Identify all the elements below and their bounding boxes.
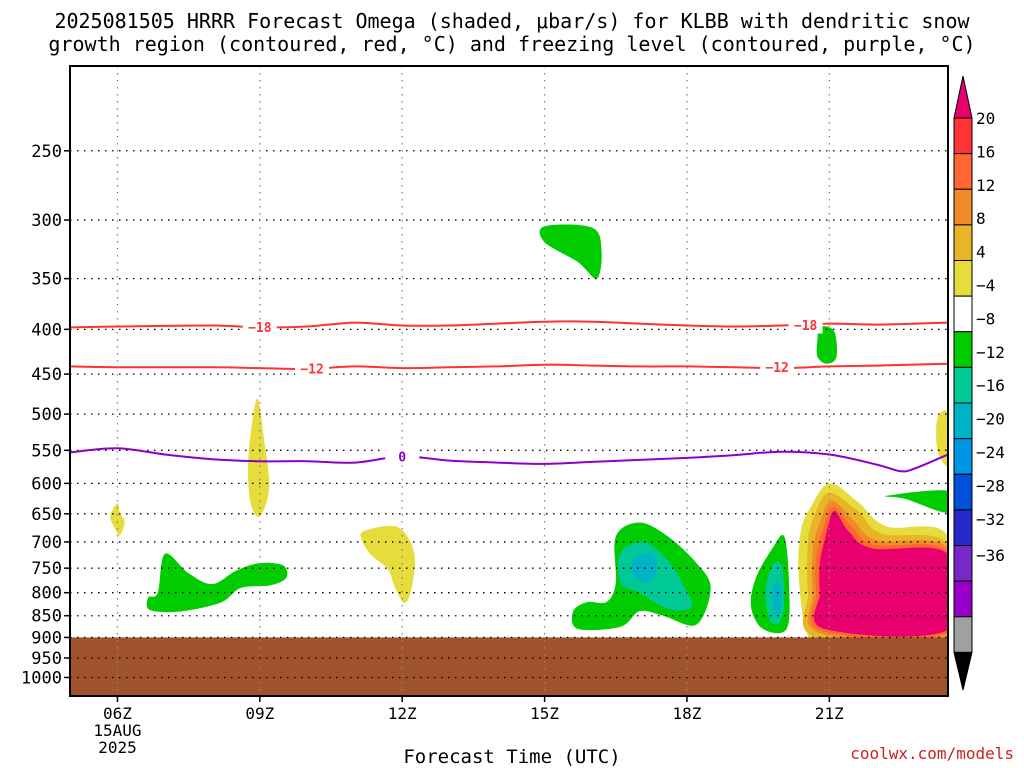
contour-label-freezing_level-0: 0 xyxy=(398,451,406,466)
colorbar-label-11: −28 xyxy=(976,476,1005,495)
y-tick-label-950: 950 xyxy=(31,649,62,669)
y-tick-label-900: 900 xyxy=(31,628,62,648)
x-tick-label-15: 15Z xyxy=(530,704,559,723)
chart-title-line-1: 2025081505 HRRR Forecast Omega (shaded, … xyxy=(54,9,970,33)
omega-region-1 xyxy=(248,398,270,517)
colorbar-band-5 xyxy=(953,295,973,333)
omega-region-4 xyxy=(539,224,602,279)
y-tick-label-300: 300 xyxy=(31,211,62,231)
colorbar-bottom-triangle xyxy=(953,651,973,691)
ground-rect xyxy=(70,637,948,696)
contour-dgz_-12 xyxy=(70,362,948,371)
colorbar-label-9: −20 xyxy=(976,410,1005,429)
contour-label-dgz_-12-0: −12 xyxy=(300,362,323,377)
omega-shaded-regions xyxy=(110,224,948,650)
colorbar-band-9 xyxy=(953,438,973,475)
y-tick-label-1000: 1000 xyxy=(21,668,62,688)
y-tick-label-600: 600 xyxy=(31,474,62,494)
omega-region-3 xyxy=(936,410,948,466)
contour-label-dgz_-12-1: −12 xyxy=(765,361,788,376)
colorbar-label-10: −24 xyxy=(976,443,1005,462)
credit-text: coolwx.com/models xyxy=(850,744,1014,763)
omega-colorbar: 20 16 12 8 4 −4 −8 −12 −16 −20 −24 −28 −32 −36 xyxy=(953,75,1005,691)
colorbar-label-1: 16 xyxy=(976,142,995,161)
contour-label-dgz_-18-1: −18 xyxy=(794,319,818,334)
y-tick-label-700: 700 xyxy=(31,533,62,553)
colorbar-band-4 xyxy=(953,260,973,297)
below-ground-mask xyxy=(70,637,948,696)
contour-freezing_level xyxy=(70,447,948,473)
y-tick-label-400: 400 xyxy=(31,320,62,340)
colorbar-top-triangle xyxy=(953,75,973,119)
x-tick-date-label: 15AUG xyxy=(93,721,141,740)
colorbar-label-2: 12 xyxy=(976,176,995,195)
colorbar-label-6: −8 xyxy=(976,309,995,328)
colorbar-band-0 xyxy=(953,117,973,155)
y-tick-label-650: 650 xyxy=(31,505,62,525)
contour-label-bg-dgz_-12-1 xyxy=(760,359,795,376)
contour-label-bg-dgz_-18-0 xyxy=(242,319,277,336)
colorbar-label-4: 4 xyxy=(976,243,986,262)
colorbar-label-5: −4 xyxy=(976,276,995,295)
colorbar-label-7: −12 xyxy=(976,343,1005,362)
contour-label-bg-dgz_-18-1 xyxy=(788,317,823,334)
chart-title-line-2: growth region (contoured, red, °C) and f… xyxy=(48,32,976,56)
colorbar-label-13: −36 xyxy=(976,546,1005,565)
contour-label-dgz_-18-0: −18 xyxy=(248,321,272,336)
x-tick-year-label: 2025 xyxy=(98,738,137,757)
x-tick-label-9: 09Z xyxy=(245,704,274,723)
y-tick-label-350: 350 xyxy=(31,270,62,290)
x-axis-label: Forecast Time (UTC) xyxy=(403,746,621,768)
x-tick-label-21: 21Z xyxy=(815,704,844,723)
plot-frame xyxy=(69,65,949,697)
omega-region-7 xyxy=(146,553,288,613)
colorbar-band-13 xyxy=(953,580,973,618)
y-tick-label-750: 750 xyxy=(31,559,62,579)
y-tick-label-250: 250 xyxy=(31,142,62,162)
y-tick-label-850: 850 xyxy=(31,607,62,627)
omega-region-13 xyxy=(772,582,782,615)
colorbar-band-3 xyxy=(953,224,973,262)
omega-region-5 xyxy=(816,325,838,364)
colorbar-label-3: 8 xyxy=(976,209,986,228)
grid-lines xyxy=(70,66,948,696)
temperature-contours: −18 −18 −12 −12 0 xyxy=(70,317,948,473)
colorbar-band-2 xyxy=(953,188,973,226)
pressure-axis: 2503003504004505005506006507007508008509… xyxy=(21,142,70,688)
colorbar-band-6 xyxy=(953,331,973,368)
contour-label-bg-freezing_level-0 xyxy=(385,449,420,466)
colorbar-label-8: −16 xyxy=(976,376,1005,395)
omega-region-0 xyxy=(110,503,125,536)
y-tick-label-550: 550 xyxy=(31,441,62,461)
x-tick-label-18: 18Z xyxy=(673,704,702,723)
colorbar-label-0: 20 xyxy=(976,109,995,128)
colorbar-band-12 xyxy=(953,545,973,582)
y-tick-label-450: 450 xyxy=(31,365,62,385)
y-tick-label-800: 800 xyxy=(31,584,62,604)
omega-region-2 xyxy=(360,525,415,603)
omega-region-6 xyxy=(884,490,948,513)
colorbar-band-14 xyxy=(953,616,973,653)
colorbar-band-8 xyxy=(953,402,973,440)
colorbar-band-10 xyxy=(953,473,973,511)
y-tick-label-500: 500 xyxy=(31,405,62,425)
colorbar-band-7 xyxy=(953,366,973,404)
contour-label-bg-dgz_-12-0 xyxy=(295,360,330,377)
colorbar-band-11 xyxy=(953,509,973,547)
colorbar-band-1 xyxy=(953,153,973,190)
x-tick-label-12: 12Z xyxy=(388,704,417,723)
x-tick-label-6: 06Z xyxy=(103,704,132,723)
colorbar-label-12: −32 xyxy=(976,510,1005,529)
